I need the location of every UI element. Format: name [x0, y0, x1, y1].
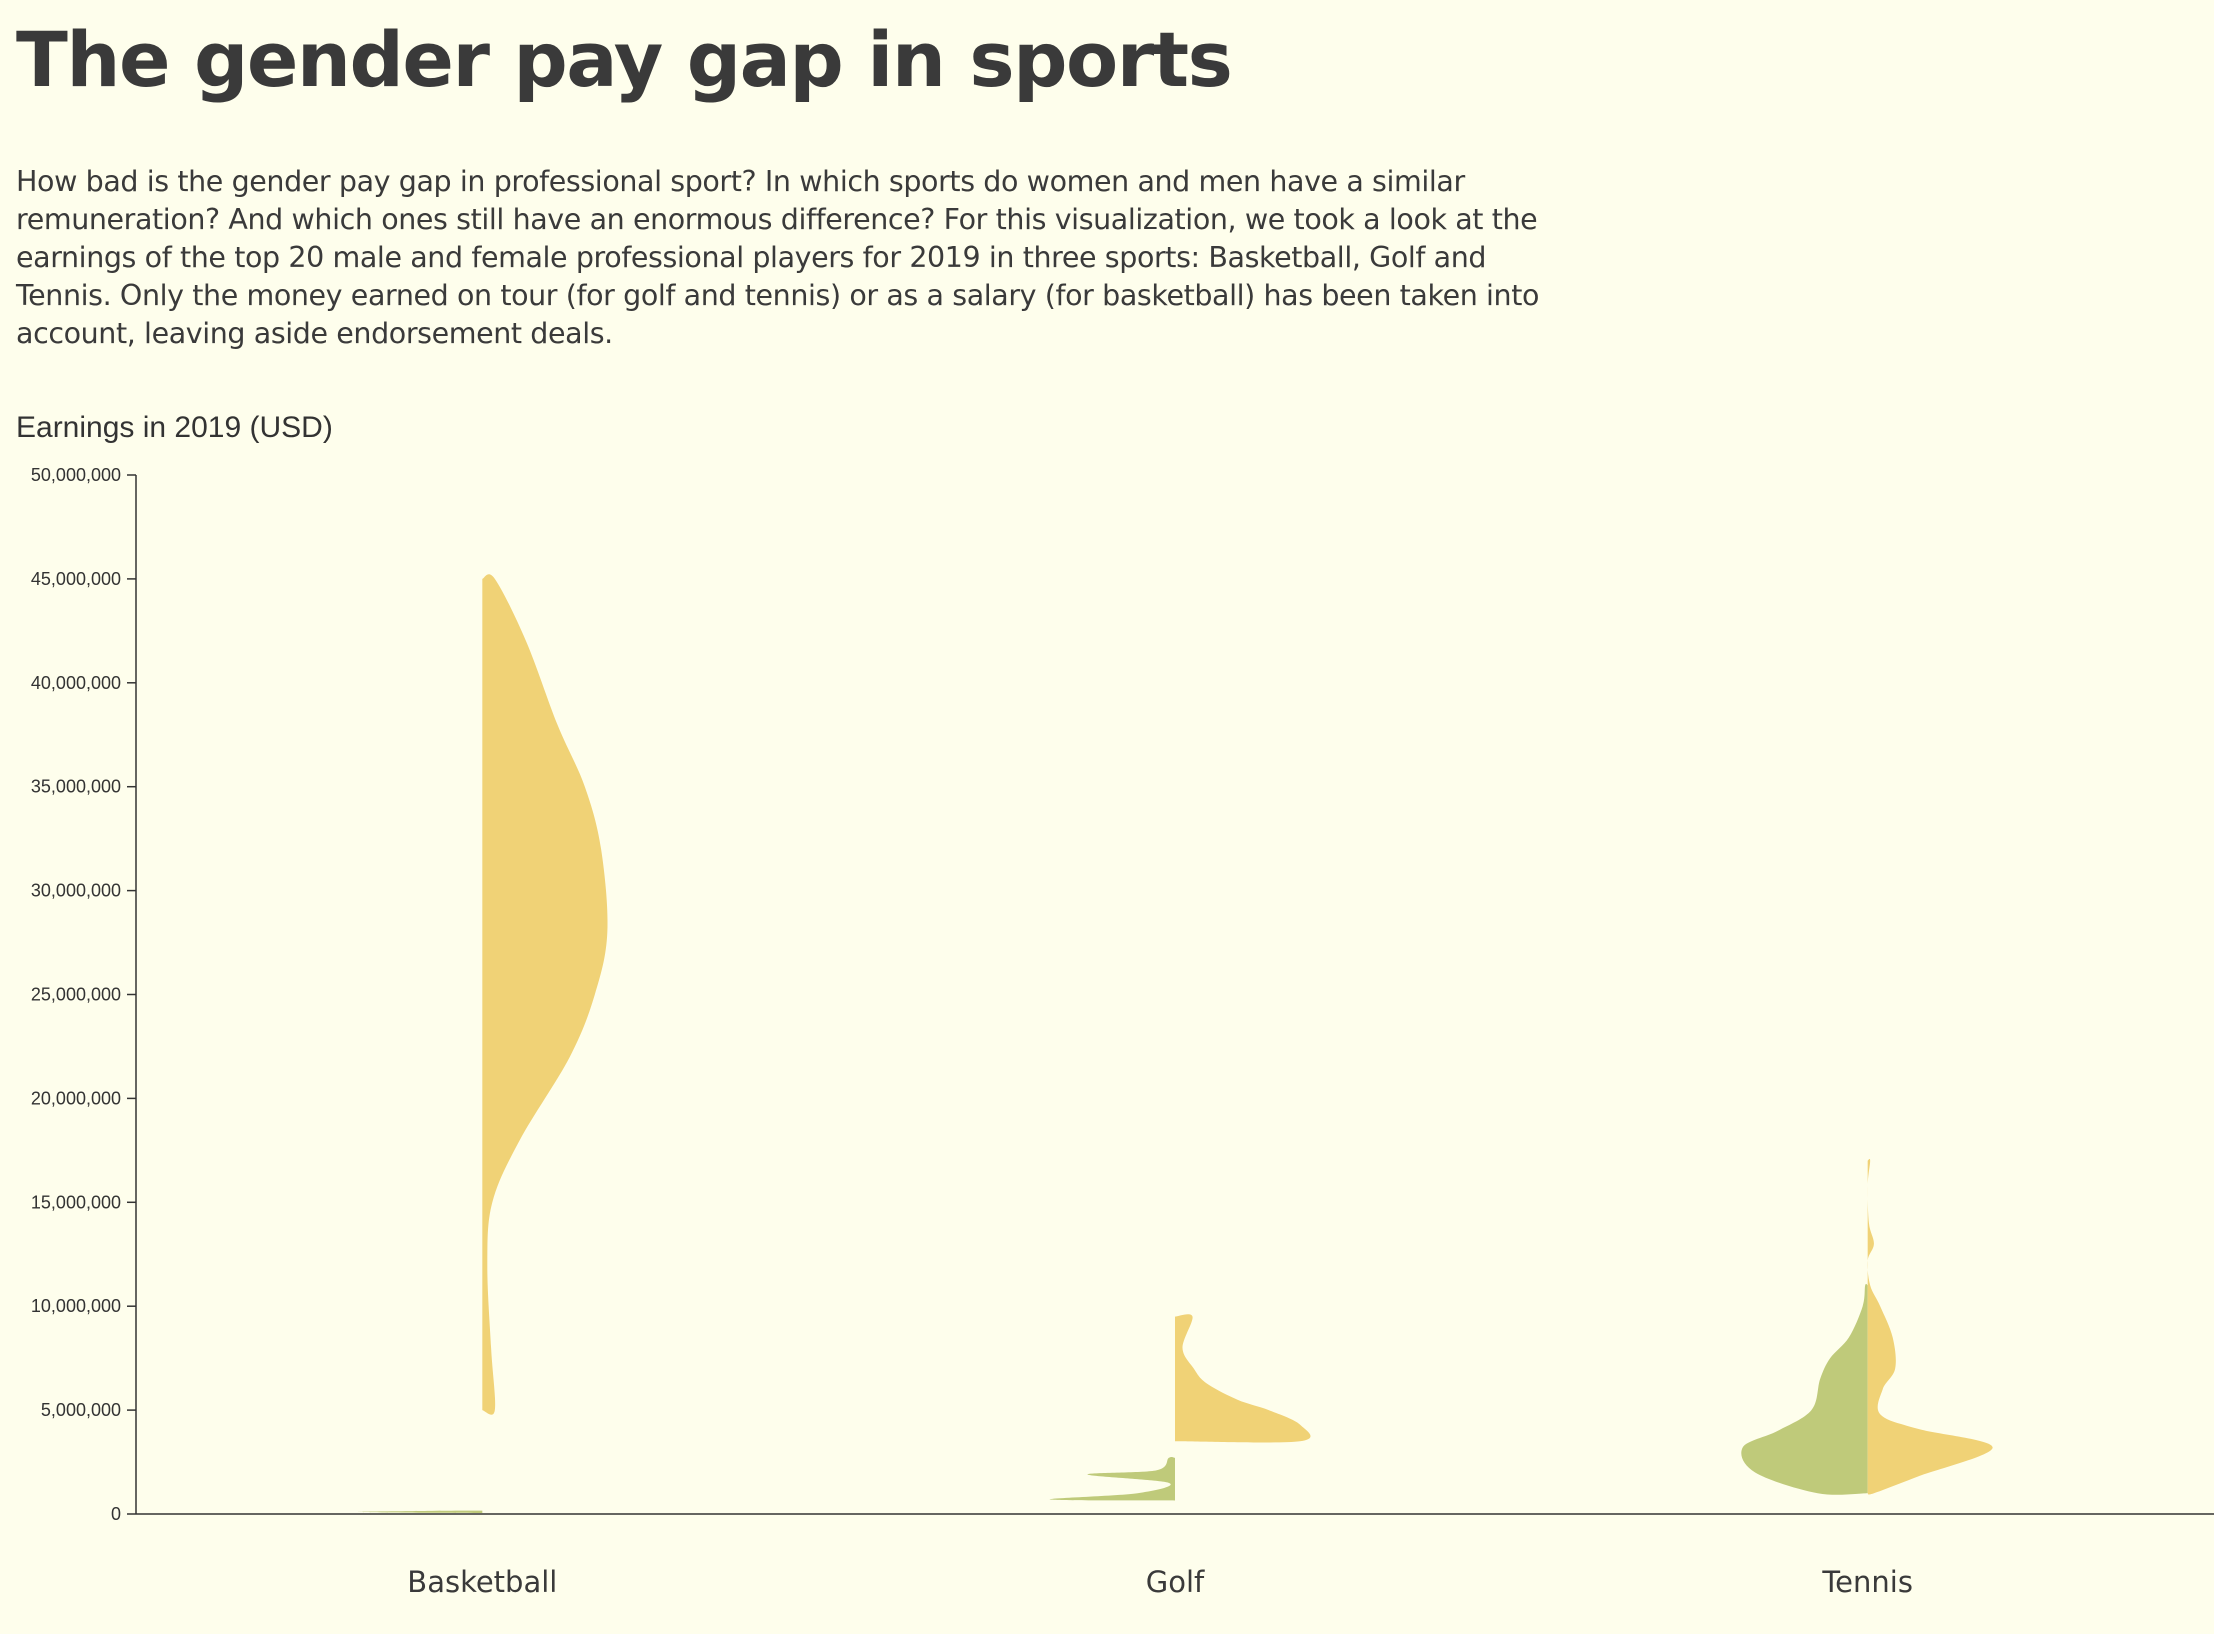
y-axis-label: Earnings in 2019 (USD)	[16, 411, 333, 444]
y-tick-label: 30,000,000	[31, 881, 121, 901]
violin-women-tennis	[1741, 1283, 1868, 1495]
y-tick-label: 25,000,000	[31, 985, 121, 1005]
x-tick-label: Tennis	[1821, 1565, 1913, 1599]
violin-men-basketball	[482, 574, 608, 1415]
page-title: The gender pay gap in sports	[16, 15, 1233, 104]
y-tick-label: 0	[111, 1504, 121, 1524]
violin-women-golf	[1049, 1456, 1175, 1501]
violin-men-golf	[1175, 1314, 1311, 1443]
x-axis: Basketball Golf Tennis	[136, 1513, 2214, 1599]
y-tick-label: 10,000,000	[31, 1296, 121, 1316]
x-tick-label: Golf	[1146, 1565, 1205, 1599]
violin-women-basketball	[357, 1510, 483, 1513]
y-tick-label: 5,000,000	[41, 1400, 121, 1420]
chart-svg: Earnings in 2019 (USD) 0 5,000,000 10,000,…	[16, 411, 2214, 1599]
y-tick-label: 15,000,000	[31, 1192, 121, 1212]
y-axis: 0 5,000,000 10,000,000 15,000,000 20,000,000…	[31, 465, 137, 1524]
y-tick-label: 35,000,000	[31, 777, 121, 797]
intro-paragraph: How bad is the gender pay gap in profess…	[16, 165, 1540, 350]
y-tick-label: 45,000,000	[31, 569, 121, 589]
y-tick-label: 50,000,000	[31, 465, 121, 485]
violin-men-tennis	[1867, 1158, 1993, 1495]
y-tick-label: 20,000,000	[31, 1088, 121, 1108]
violins	[357, 574, 1993, 1513]
violin-chart: Earnings in 2019 (USD) 0 5,000,000 10,000,…	[0, 400, 2214, 1634]
x-tick-label: Basketball	[407, 1565, 557, 1599]
y-tick-label: 40,000,000	[31, 673, 121, 693]
